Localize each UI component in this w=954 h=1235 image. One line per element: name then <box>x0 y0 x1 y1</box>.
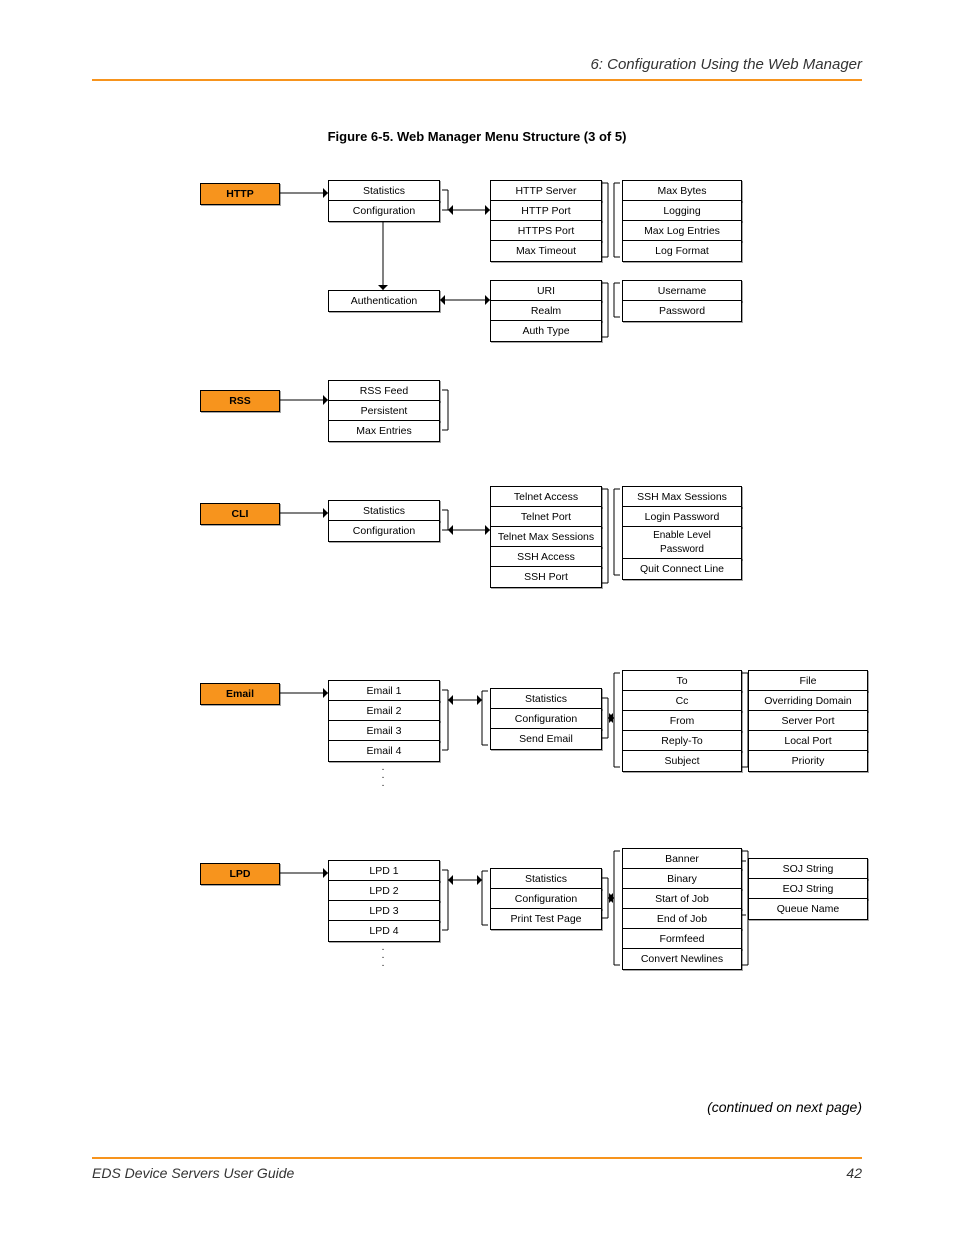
node: HTTP Server <box>490 180 602 202</box>
node: Max Entries <box>328 420 440 442</box>
node: LPD 3 <box>328 900 440 922</box>
node: Email 1 <box>328 680 440 702</box>
node: Email 3 <box>328 720 440 742</box>
figure-title: Figure 6-5. Web Manager Menu Structure (… <box>92 129 862 144</box>
node: Max Log Entries <box>622 220 742 242</box>
node: SSH Port <box>490 566 602 588</box>
node: Configuration <box>328 200 440 222</box>
node: HTTPS Port <box>490 220 602 242</box>
node: Max Bytes <box>622 180 742 202</box>
node: Start of Job <box>622 888 742 910</box>
ellipsis: ... <box>378 764 388 788</box>
node: EOJ String <box>748 878 868 900</box>
chapter-header: 6: Configuration Using the Web Manager <box>92 56 862 81</box>
node: Max Timeout <box>490 240 602 262</box>
continued-note: (continued on next page) <box>707 1099 862 1115</box>
node: Print Test Page <box>490 908 602 930</box>
menu-structure-diagram: HTTPStatisticsConfigurationHTTP ServerHT… <box>92 180 862 1080</box>
root-node: Email <box>200 683 280 705</box>
node: Priority <box>748 750 868 772</box>
node: SOJ String <box>748 858 868 880</box>
node: HTTP Port <box>490 200 602 222</box>
node: Log Format <box>622 240 742 262</box>
node: Statistics <box>490 868 602 890</box>
connector-lines <box>92 180 862 1080</box>
node: Authentication <box>328 290 440 312</box>
node: Configuration <box>328 520 440 542</box>
node: SSH Max Sessions <box>622 486 742 508</box>
node: Realm <box>490 300 602 322</box>
node: Telnet Max Sessions <box>490 526 602 548</box>
node: Configuration <box>490 708 602 730</box>
node: From <box>622 710 742 732</box>
node: Queue Name <box>748 898 868 920</box>
node: Telnet Port <box>490 506 602 528</box>
node: Cc <box>622 690 742 712</box>
ellipsis: ... <box>378 944 388 968</box>
node: LPD 2 <box>328 880 440 902</box>
node: File <box>748 670 868 692</box>
node: Banner <box>622 848 742 870</box>
node: Subject <box>622 750 742 772</box>
footer-page-number: 42 <box>846 1165 862 1181</box>
node: URI <box>490 280 602 302</box>
root-node: CLI <box>200 503 280 525</box>
node: Configuration <box>490 888 602 910</box>
node: Quit Connect Line <box>622 558 742 580</box>
node: Password <box>622 300 742 322</box>
node: Binary <box>622 868 742 890</box>
node: Login Password <box>622 506 742 528</box>
node: Statistics <box>490 688 602 710</box>
node: Enable LevelPassword <box>622 526 742 560</box>
node: End of Job <box>622 908 742 930</box>
node: Statistics <box>328 180 440 202</box>
node: Username <box>622 280 742 302</box>
node: Reply-To <box>622 730 742 752</box>
node: Server Port <box>748 710 868 732</box>
node: Statistics <box>328 500 440 522</box>
node: Local Port <box>748 730 868 752</box>
node: SSH Access <box>490 546 602 568</box>
node: Convert Newlines <box>622 948 742 970</box>
root-node: HTTP <box>200 183 280 205</box>
node: Email 2 <box>328 700 440 722</box>
node: Formfeed <box>622 928 742 950</box>
root-node: LPD <box>200 863 280 885</box>
node: LPD 1 <box>328 860 440 882</box>
page-footer: EDS Device Servers User Guide 42 <box>92 1157 862 1181</box>
node: To <box>622 670 742 692</box>
node: Email 4 <box>328 740 440 762</box>
footer-title: EDS Device Servers User Guide <box>92 1165 294 1181</box>
node: RSS Feed <box>328 380 440 402</box>
root-node: RSS <box>200 390 280 412</box>
node: Persistent <box>328 400 440 422</box>
node: Telnet Access <box>490 486 602 508</box>
node: Logging <box>622 200 742 222</box>
node: Send Email <box>490 728 602 750</box>
node: LPD 4 <box>328 920 440 942</box>
node: Auth Type <box>490 320 602 342</box>
node: Overriding Domain <box>748 690 868 712</box>
